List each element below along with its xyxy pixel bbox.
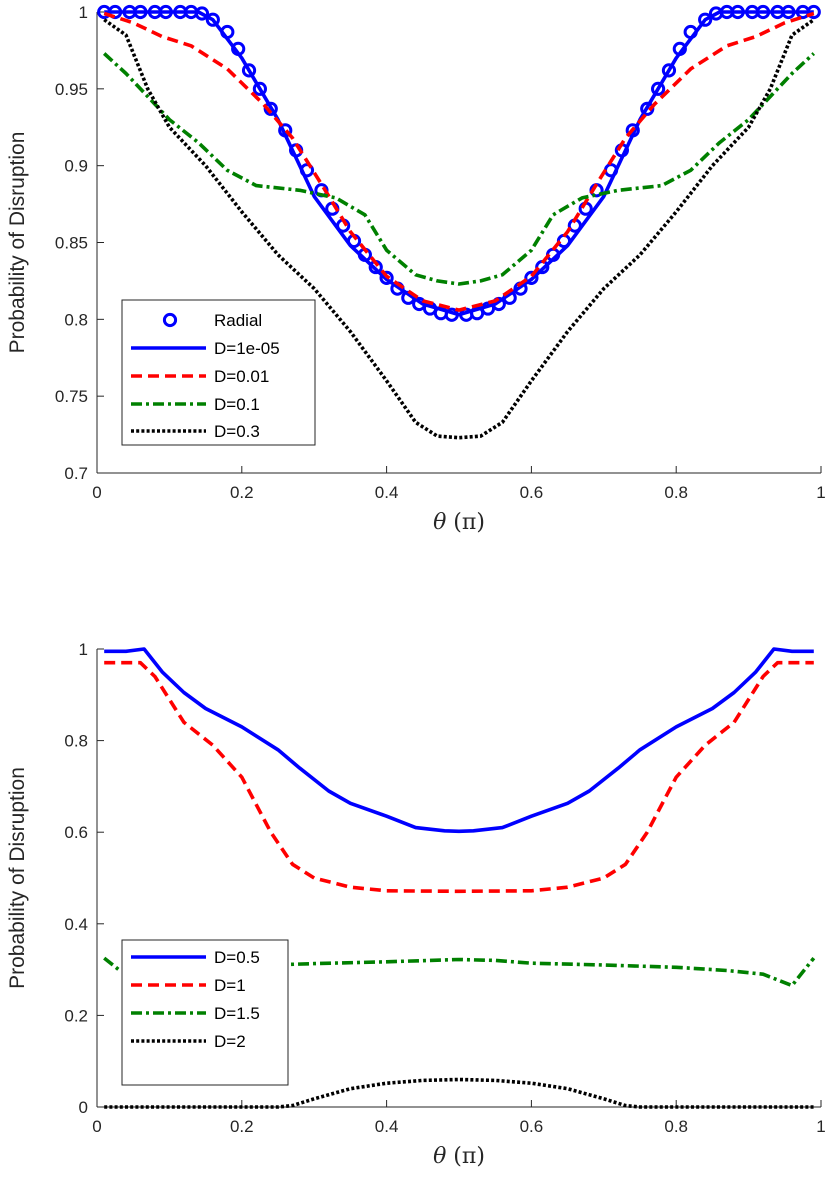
y-tick-label: 0.75: [55, 387, 88, 406]
x-tick-label: 0.4: [375, 1117, 399, 1136]
x-axis-label-unit: (π): [446, 510, 485, 535]
legend-item: D=1e-05: [131, 339, 280, 358]
series-line: [103, 11, 815, 312]
legend-item: D=0.5: [131, 948, 260, 967]
y-tick-label: 1: [79, 640, 88, 659]
legend-label: D=0.5: [214, 948, 260, 967]
legend-item: D=0.01: [131, 367, 269, 386]
x-axis-label-unit: (π): [446, 1144, 485, 1169]
data-point: [661, 63, 677, 78]
x-tick-label: 0.8: [664, 1117, 688, 1136]
legend-label: D=1: [214, 976, 246, 995]
series-D=0.1: [102, 52, 816, 286]
x-tick-label: 0: [92, 483, 101, 502]
x-tick-label: 0.6: [520, 1117, 544, 1136]
series-line: [104, 647, 814, 834]
legend-label: Radial: [214, 311, 262, 330]
series-line: [104, 660, 814, 894]
x-tick-label: 0: [92, 1117, 101, 1136]
legend-item: D=0.3: [131, 422, 260, 441]
legend-label: D=0.1: [214, 395, 260, 414]
series-D=0.01: [103, 11, 815, 312]
legend-label: D=0.3: [214, 422, 260, 441]
chart-panel-1: 0.7 0.75 0.8 0.85 0.9 0.95 1 0 0.2 0.4 0.6 0.8 1 θ (π…: [6, 3, 826, 535]
data-point: [651, 81, 666, 96]
data-point: [205, 12, 220, 27]
y-tick-label: 0.6: [64, 823, 88, 842]
legend: D=0.5 D=1 D=1.5 D=2: [121, 939, 289, 1086]
y-tick-label: 0: [79, 1098, 88, 1117]
x-tick-label: 0.8: [664, 483, 688, 502]
data-point: [698, 12, 713, 27]
x-tick-label: 1: [816, 1117, 825, 1136]
x-tick-label: 0.2: [230, 483, 254, 502]
series-D=1e-05: [104, 10, 814, 317]
legend-marker: [162, 312, 178, 328]
series-D=0.5: [104, 647, 814, 834]
y-axis-label: Probability of Disruption: [6, 132, 29, 354]
x-tick-label: 1: [816, 483, 825, 502]
legend-item: D=0.1: [131, 395, 260, 414]
y-tick-label: 0.4: [64, 915, 88, 934]
y-tick-label: 0.9: [64, 157, 88, 176]
x-tick-label: 0.4: [375, 483, 399, 502]
legend-box: [121, 299, 316, 446]
x-axis-label: θ (π): [433, 510, 485, 535]
y-tick-label: 1: [79, 3, 88, 22]
series-line: [104, 10, 814, 317]
data-point: [252, 81, 267, 96]
x-axis-label: θ (π): [433, 1144, 485, 1169]
data-point: [379, 270, 394, 285]
y-tick-label: 0.85: [55, 234, 88, 253]
y-tick-label: 0.2: [64, 1006, 88, 1025]
legend-item: D=1.5: [131, 1004, 260, 1023]
x-tick-label: 0.6: [520, 483, 544, 502]
legend-item: D=1: [131, 976, 246, 995]
legend-label: D=1.5: [214, 1004, 260, 1023]
y-tick-label: 0.8: [64, 310, 88, 329]
chart-panel-2: 0 0.2 0.4 0.6 0.8 1 0 0.2 0.4 0.6 0.8 1 θ (π) Probabi…: [6, 640, 826, 1169]
series-D=1: [104, 660, 814, 894]
series-line: [102, 52, 816, 286]
y-tick-label: 0.7: [64, 464, 88, 483]
data-point: [524, 270, 539, 285]
x-axis-label-symbol: θ: [433, 1144, 446, 1169]
y-tick-label: 0.8: [64, 732, 88, 751]
legend: Radial D=1e-05 D=0.01 D=0.1 D=0.3: [121, 299, 316, 446]
legend-label: D=0.01: [214, 367, 269, 386]
legend-label: D=1e-05: [214, 339, 280, 358]
legend-item: Radial: [162, 311, 262, 330]
y-axis-label: Probability of Disruption: [6, 767, 29, 989]
legend-label: D=2: [214, 1032, 246, 1051]
x-tick-label: 0.2: [230, 1117, 254, 1136]
data-point: [241, 63, 257, 78]
y-tick-label: 0.95: [55, 80, 88, 99]
legend-item: D=2: [131, 1032, 246, 1051]
x-axis-label-symbol: θ: [433, 510, 446, 535]
